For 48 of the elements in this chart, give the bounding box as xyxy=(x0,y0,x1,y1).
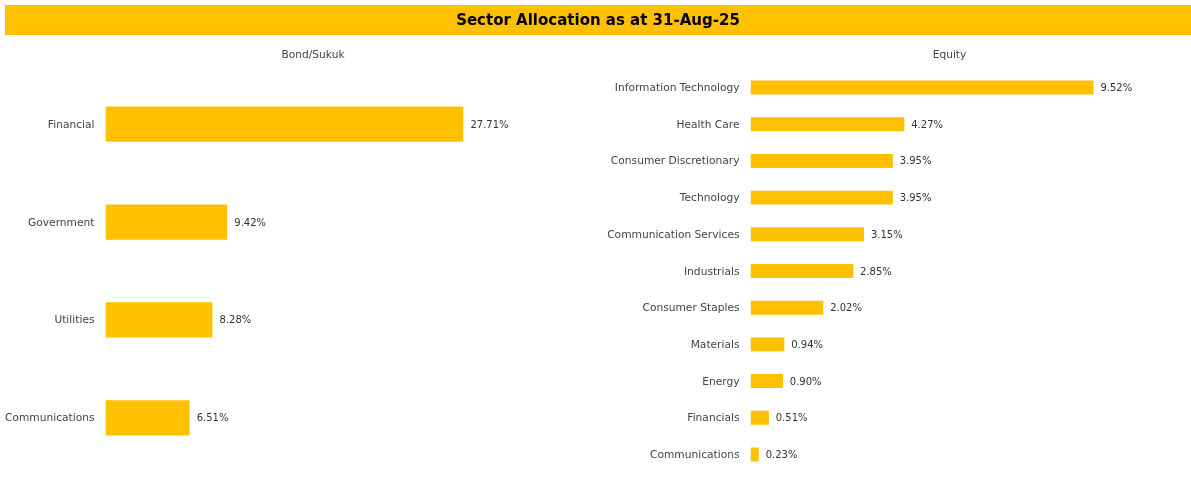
data-label: 9.42% xyxy=(234,216,267,228)
bar xyxy=(750,117,905,132)
text: Sector Allocation as at 31-Aug-25 xyxy=(456,10,740,31)
bar xyxy=(105,204,228,240)
bar xyxy=(750,153,893,168)
y-tick-label: Health Care xyxy=(676,117,740,131)
y-tick-label: Technology xyxy=(678,191,740,205)
y-tick-label: Consumer Discretionary xyxy=(610,154,740,168)
chart-subtitle: Bond/Sukuk xyxy=(281,47,346,61)
data-label: 6.51% xyxy=(196,412,229,424)
data-label: 4.27% xyxy=(911,118,944,130)
y-tick-label: Consumer Staples xyxy=(642,301,740,315)
y-tick-label: Energy xyxy=(702,374,740,388)
bar xyxy=(750,264,854,278)
data-label: 9.52% xyxy=(1100,82,1133,94)
y-tick-label: Industrials xyxy=(683,264,740,278)
y-tick-label: Government xyxy=(28,215,95,229)
data-label: 2.85% xyxy=(860,265,892,277)
data-label: 0.51% xyxy=(775,412,808,424)
data-label: 27.71% xyxy=(470,118,509,130)
data-label: 3.95% xyxy=(899,155,932,167)
bar xyxy=(750,190,893,205)
y-tick-label: Financials xyxy=(687,411,740,425)
data-label: 0.23% xyxy=(765,448,798,460)
y-tick-label: Communications xyxy=(649,447,740,461)
y-tick-label: Communications xyxy=(4,411,95,425)
y-tick-label: Information Technology xyxy=(614,81,740,95)
y-tick-label: Communication Services xyxy=(607,227,740,241)
bar xyxy=(750,80,1094,95)
y-tick-label: Financial xyxy=(47,117,95,131)
y-tick-label: Materials xyxy=(690,337,740,351)
y-tick-label: Utilities xyxy=(54,313,95,327)
bar xyxy=(750,337,785,352)
bar xyxy=(105,302,213,338)
bar xyxy=(750,410,769,425)
chart-subtitle: Equity xyxy=(932,47,967,61)
bar xyxy=(750,300,824,315)
bar xyxy=(750,227,865,242)
bar xyxy=(750,374,783,389)
data-label: 3.15% xyxy=(870,228,903,240)
data-label: 0.94% xyxy=(791,338,824,350)
data-label: 3.95% xyxy=(899,192,932,204)
bar xyxy=(105,106,464,142)
bar xyxy=(750,447,759,462)
bar xyxy=(105,400,190,436)
data-label: 2.02% xyxy=(830,302,862,314)
data-label: 0.90% xyxy=(789,375,822,387)
data-label: 8.28% xyxy=(219,314,252,326)
